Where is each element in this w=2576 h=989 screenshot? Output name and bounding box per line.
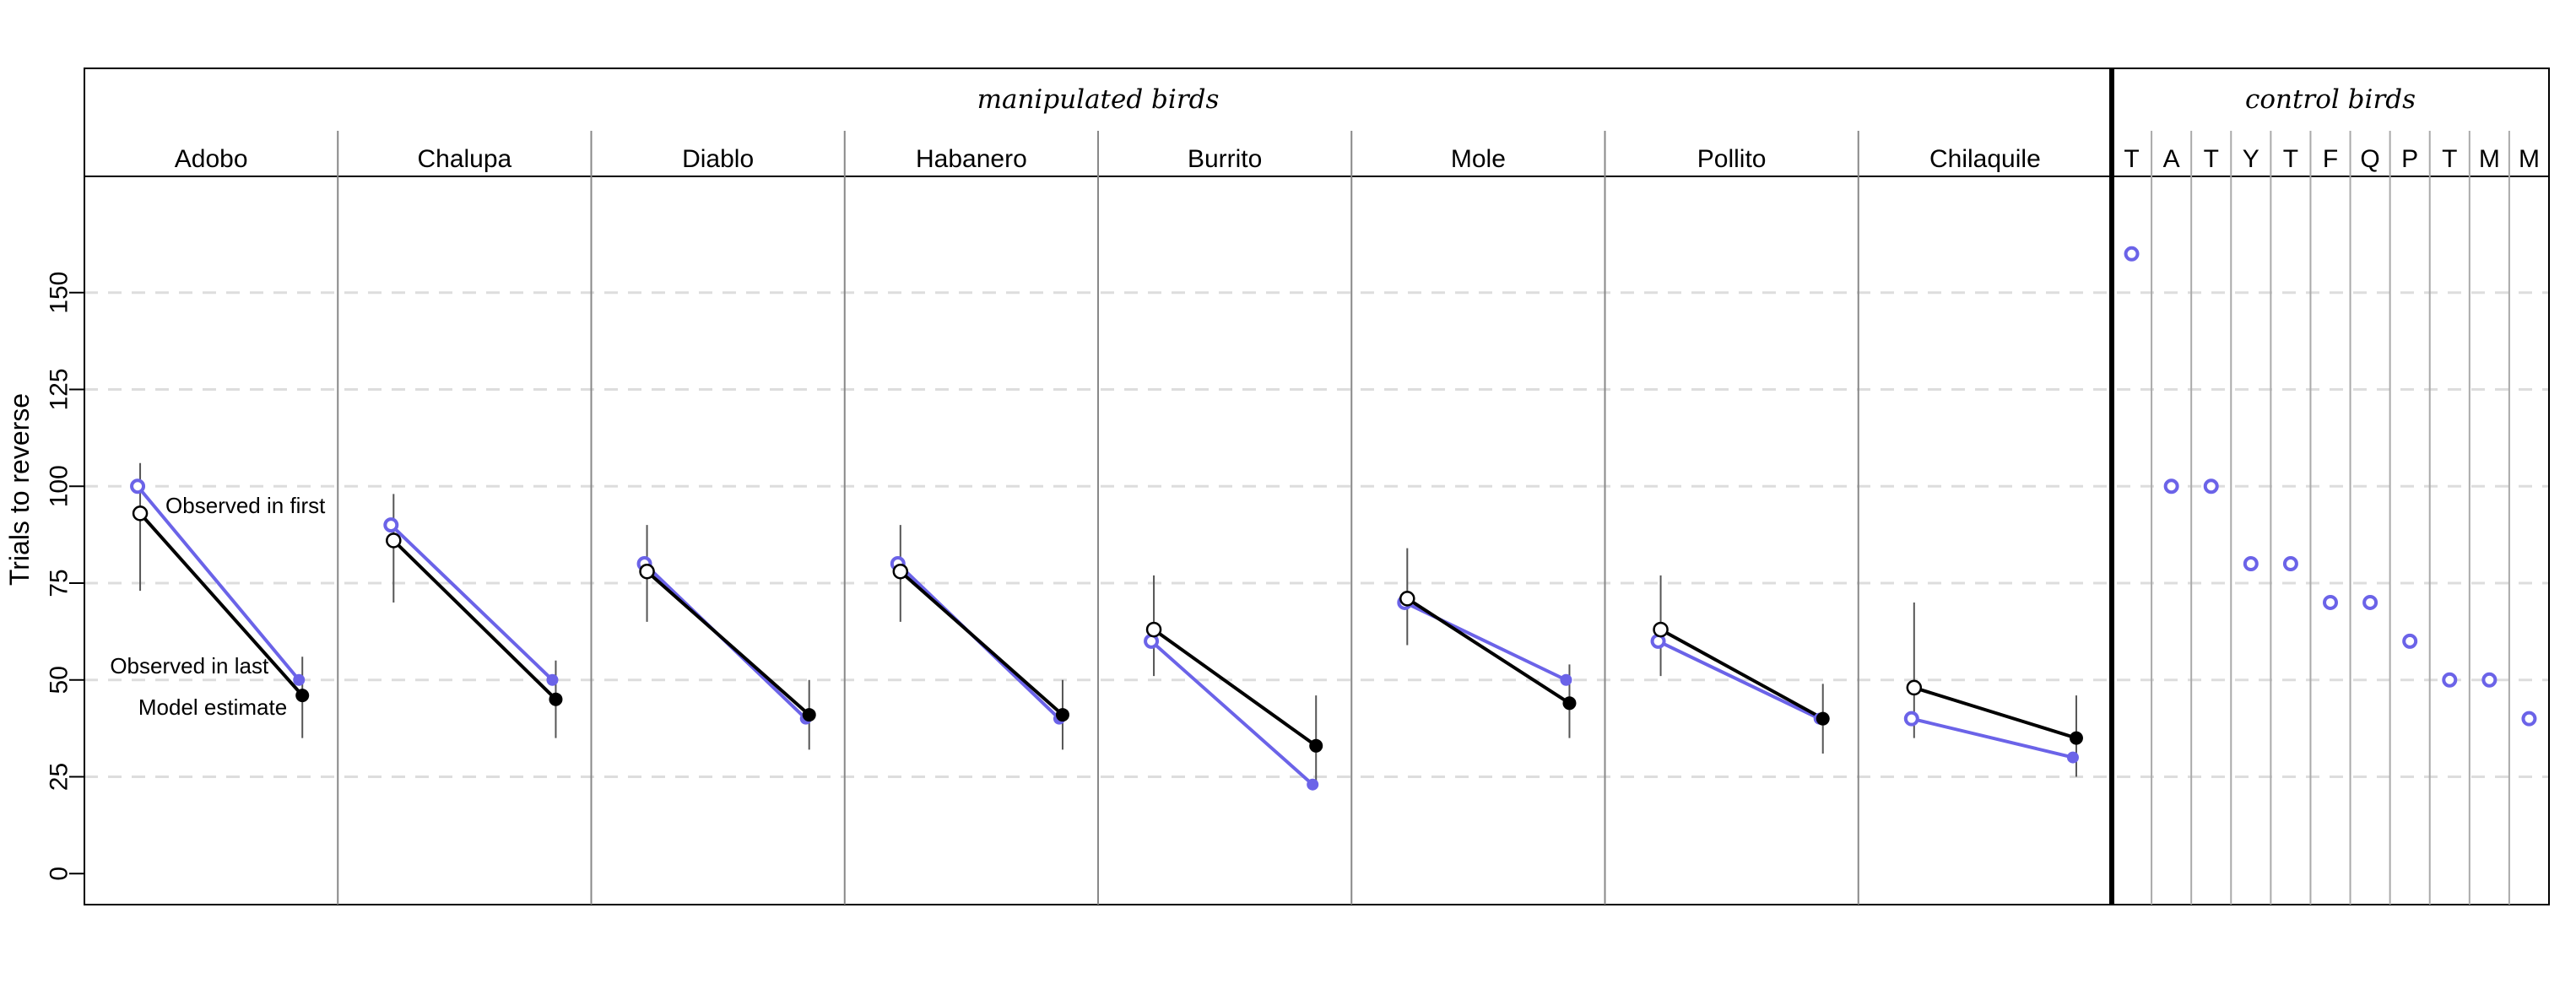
y-tick-label: 125: [46, 368, 73, 410]
observed-line: [1150, 640, 1314, 786]
y-tick-label: 50: [46, 666, 73, 694]
model-last-point: [1816, 711, 1830, 726]
model-first-point: [1653, 621, 1669, 638]
observed-line: [136, 484, 300, 682]
control-point: [2402, 633, 2418, 649]
model-line: [899, 570, 1064, 716]
panel-label: Chalupa: [417, 145, 511, 173]
panel-label: Habanero: [916, 145, 1027, 173]
control-header: control birds: [2245, 84, 2416, 115]
model-first-point: [386, 532, 402, 549]
model-first-point: [892, 563, 909, 580]
observed-last-point: [1307, 778, 1319, 791]
observed-last-point: [1560, 673, 1572, 686]
y-tick-label: 0: [46, 867, 73, 881]
observed-last-point: [293, 673, 306, 686]
control-point: [2521, 711, 2537, 727]
control-point: [2282, 556, 2298, 572]
model-first-point: [1399, 591, 1415, 607]
control-label: F: [2323, 145, 2338, 173]
model-first-point: [639, 563, 655, 580]
panel-label: Pollito: [1697, 145, 1767, 173]
observed-last-point: [546, 673, 559, 686]
model-line: [392, 539, 557, 701]
model-first-point: [132, 505, 149, 522]
model-first-point: [1145, 621, 1162, 638]
annotation-observed-last: Observed in last: [110, 653, 269, 678]
control-point: [2442, 672, 2458, 688]
observed-line: [1657, 640, 1821, 721]
control-label: Q: [2360, 145, 2379, 173]
model-last-point: [1309, 738, 1323, 753]
control-label: T: [2442, 145, 2457, 173]
model-last-point: [2069, 731, 2083, 745]
control-point: [2362, 594, 2378, 610]
control-label: T: [2283, 145, 2298, 173]
observed-first-point: [1903, 711, 1919, 727]
model-last-point: [295, 689, 310, 703]
control-label: A: [2163, 145, 2180, 173]
observed-first-point: [383, 517, 399, 533]
model-line: [1406, 597, 1571, 705]
observed-first-point: [130, 478, 146, 494]
model-line: [138, 512, 304, 697]
control-label: Y: [2243, 145, 2259, 173]
control-label: T: [2124, 145, 2139, 173]
control-point: [2323, 594, 2338, 610]
control-label: M: [2519, 145, 2540, 173]
y-axis-label: Trials to reverse: [4, 393, 35, 586]
observed-line: [389, 523, 554, 682]
annotation-model-estimate: Model estimate: [138, 694, 287, 720]
control-point: [2124, 246, 2140, 262]
model-line: [646, 570, 811, 716]
y-tick-label: 100: [46, 465, 73, 507]
control-label: T: [2204, 145, 2219, 173]
control-label: M: [2479, 145, 2500, 173]
annotation-observed-first: Observed in first: [165, 493, 326, 518]
y-tick-label: 75: [46, 569, 73, 597]
control-point: [2203, 478, 2219, 494]
control-point: [2481, 672, 2498, 688]
control-label: P: [2401, 145, 2418, 173]
model-line: [1152, 628, 1318, 748]
model-last-point: [802, 708, 816, 722]
y-tick-label: 150: [46, 272, 73, 314]
model-line: [1659, 628, 1824, 721]
control-point: [2243, 556, 2259, 572]
panel-label: Mole: [1451, 145, 1506, 173]
panel-label: Burrito: [1188, 145, 1262, 173]
model-last-point: [1562, 696, 1577, 711]
observed-line: [1911, 716, 2074, 759]
panel-label: Adobo: [175, 145, 248, 173]
model-line: [1913, 686, 2077, 740]
panel-label: Chilaquile: [1929, 145, 2041, 173]
control-point: [2163, 478, 2179, 494]
model-first-point: [1906, 679, 1923, 696]
model-last-point: [549, 692, 563, 706]
panel-label: Diablo: [682, 145, 754, 173]
model-last-point: [1055, 708, 1069, 722]
y-tick-label: 25: [46, 763, 73, 791]
observed-last-point: [2066, 751, 2079, 764]
manipulated-header: manipulated birds: [977, 84, 1220, 115]
